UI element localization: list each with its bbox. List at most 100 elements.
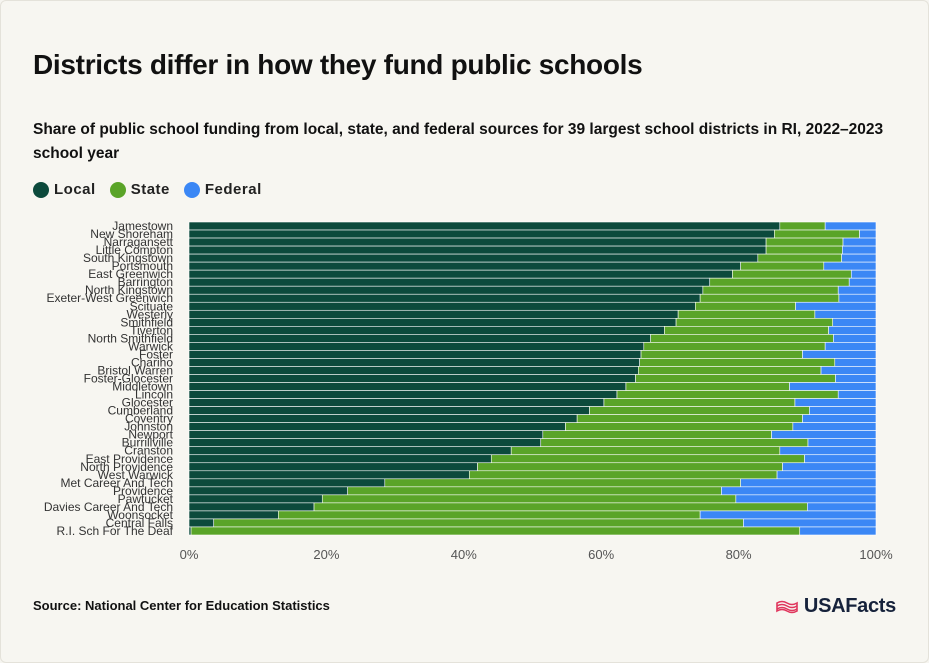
bar-federal-tiverton xyxy=(828,326,877,335)
bar-local-north-smithfield xyxy=(188,334,651,343)
bar-local-narragansett xyxy=(188,237,767,247)
category-label-lincoln: Lincoln xyxy=(135,388,173,402)
bar-state-north-smithfield xyxy=(650,334,834,343)
bar-state-chariho xyxy=(639,358,836,367)
bar-local-tiverton xyxy=(188,326,665,335)
bar-federal-lincoln xyxy=(837,390,877,399)
legend-item-local: Local xyxy=(33,181,96,198)
bar-local-providence xyxy=(188,486,348,496)
bar-local-barrington xyxy=(188,277,711,287)
x-tick-label: 100% xyxy=(859,547,893,562)
bar-federal-exeter-west-greenwich xyxy=(838,293,877,303)
category-label-east-providence: East Providence xyxy=(86,452,174,466)
bar-federal-cumberland xyxy=(809,406,877,415)
category-label-cumberland: Cumberland xyxy=(108,404,173,418)
category-label-portsmouth: Portsmouth xyxy=(112,259,173,273)
bar-state-little-compton xyxy=(765,245,843,255)
bar-federal-north-kingstown xyxy=(837,285,877,295)
category-label-bristol-warren: Bristol Warren xyxy=(97,363,173,377)
bar-local-davies-career-and-tech xyxy=(188,502,315,512)
bar-local-westerly xyxy=(188,309,679,319)
category-label-west-warwick: West Warwick xyxy=(98,468,174,482)
bar-local-central-falls xyxy=(188,518,215,528)
category-label-central-falls: Central Falls xyxy=(106,516,173,530)
x-tick-label: 20% xyxy=(313,547,339,562)
bar-federal-north-smithfield xyxy=(833,334,877,343)
category-label-exeter-west-greenwich: Exeter-West Greenwich xyxy=(47,291,174,305)
bar-state-pawtucket xyxy=(321,494,737,504)
category-label-middletown: Middletown xyxy=(112,380,173,394)
bar-federal-barrington xyxy=(848,277,877,287)
bar-state-foster xyxy=(640,350,803,359)
category-label-chariho: Chariho xyxy=(131,355,173,369)
bar-local-foster-glocester xyxy=(188,374,636,383)
bar-federal-south-kingstown xyxy=(841,253,877,263)
bar-state-tiverton xyxy=(664,326,829,335)
bar-state-coventry xyxy=(576,414,803,423)
bar-federal-foster-glocester xyxy=(835,374,877,383)
chart-subtitle: Share of public school funding from loca… xyxy=(33,121,884,162)
category-label-new-shoreham: New Shoreham xyxy=(90,227,173,241)
legend-label-state: State xyxy=(130,181,170,198)
legend-swatch-local xyxy=(33,181,49,198)
bar-state-north-kingstown xyxy=(702,285,839,295)
bar-state-smithfield xyxy=(675,318,834,327)
bar-local-portsmouth xyxy=(188,261,741,271)
brand-name: USAFacts xyxy=(803,595,896,617)
bar-local-warwick xyxy=(188,342,645,351)
bar-local-scituate xyxy=(188,301,696,311)
bar-federal-r-i-sch-for-the-deaf xyxy=(799,526,877,536)
bar-local-coventry xyxy=(188,414,578,423)
bar-local-east-providence xyxy=(188,454,492,464)
bar-federal-newport xyxy=(771,430,877,439)
bar-state-portsmouth xyxy=(740,261,825,271)
category-label-north-smithfield: North Smithfield xyxy=(88,331,173,345)
category-label-north-providence: North Providence xyxy=(80,460,173,474)
bar-state-bristol-warren xyxy=(637,366,822,375)
category-label-johnston: Johnston xyxy=(124,420,173,434)
bar-local-burrillville xyxy=(188,438,542,448)
legend-label-federal: Federal xyxy=(204,181,262,198)
brand-logo: USAFacts xyxy=(775,595,896,618)
bar-state-cranston xyxy=(510,446,781,456)
bar-federal-smithfield xyxy=(832,318,877,327)
bar-state-burrillville xyxy=(540,438,809,448)
bar-state-glocester xyxy=(603,398,796,407)
bar-state-providence xyxy=(347,486,722,496)
category-label-westerly: Westerly xyxy=(127,307,173,321)
legend-item-state: State xyxy=(109,181,170,198)
category-label-foster-glocester: Foster-Glocester xyxy=(84,372,173,386)
category-label-pawtucket: Pawtucket xyxy=(118,492,174,506)
bar-local-north-providence xyxy=(188,462,478,472)
bar-federal-scituate xyxy=(795,301,877,311)
legend-swatch-state xyxy=(109,181,126,198)
category-label-little-compton: Little Compton xyxy=(96,243,173,257)
bar-local-west-warwick xyxy=(188,470,470,480)
category-label-glocester: Glocester xyxy=(122,396,173,410)
bar-state-west-warwick xyxy=(468,470,778,480)
category-label-jamestown: Jamestown xyxy=(112,219,173,233)
bar-federal-jamestown xyxy=(824,221,877,231)
bar-state-r-i-sch-for-the-deaf xyxy=(190,526,801,536)
category-label-south-kingstown: South Kingstown xyxy=(83,251,173,265)
bar-federal-burrillville xyxy=(807,438,877,448)
bar-federal-davies-career-and-tech xyxy=(806,502,877,512)
bar-state-central-falls xyxy=(213,518,744,528)
category-label-barrington: Barrington xyxy=(118,275,173,289)
bar-federal-little-compton xyxy=(842,245,877,255)
bar-local-north-kingstown xyxy=(188,285,704,295)
bar-state-warwick xyxy=(643,342,826,351)
category-label-narragansett: Narragansett xyxy=(104,235,174,249)
bar-federal-foster xyxy=(802,350,877,359)
bar-state-scituate xyxy=(695,301,796,311)
bar-federal-bristol-warren xyxy=(820,366,877,375)
bar-local-smithfield xyxy=(188,318,677,327)
bar-state-johnston xyxy=(565,422,794,431)
bar-state-south-kingstown xyxy=(757,253,842,263)
x-tick-label: 60% xyxy=(588,547,614,562)
bar-state-east-providence xyxy=(490,454,805,464)
category-label-providence: Providence xyxy=(113,484,173,498)
bar-federal-portsmouth xyxy=(823,261,877,271)
bar-federal-providence xyxy=(721,486,877,496)
category-label-tiverton: Tiverton xyxy=(130,323,173,337)
